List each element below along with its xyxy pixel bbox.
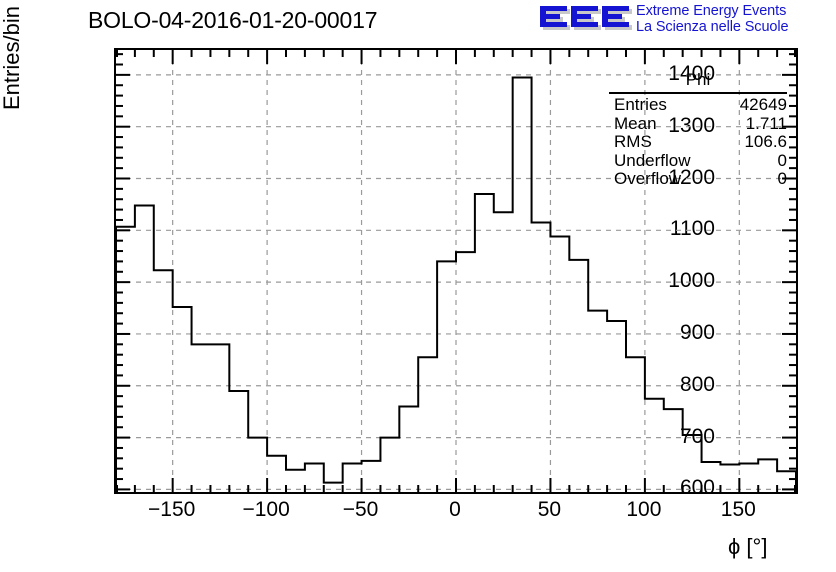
stats-row-key: Underflow xyxy=(614,150,691,170)
stats-rows: Entries 42649 Mean 1.711 RMS 106.6 Underflow 0 O… xyxy=(601,95,795,189)
stats-row-key: Overflow xyxy=(614,169,682,188)
eee-logo: Extreme Energy Events La Scienza nelle S… xyxy=(538,2,834,36)
x-tick-label: 150 xyxy=(720,498,756,521)
stats-box: Phi Entries 42649 Mean 1.711 RMS 106.6 Underfl… xyxy=(601,70,795,188)
stats-row-value: 106.6 xyxy=(744,132,787,151)
y-tick-label: 1200 xyxy=(668,165,715,189)
x-tick-label: 0 xyxy=(449,498,461,521)
x-tick-label: −150 xyxy=(148,498,196,521)
stats-row-value: 0 xyxy=(777,169,787,188)
stats-row-key: RMS xyxy=(614,132,652,151)
stats-divider xyxy=(609,92,787,94)
stats-row: Entries 42649 xyxy=(601,95,795,115)
y-axis-title: Entries/bin xyxy=(0,6,24,110)
y-tick-label: 1300 xyxy=(668,113,715,137)
page-title: BOLO-04-2016-01-20-00017 xyxy=(88,7,378,33)
stats-title: Phi xyxy=(685,70,711,89)
plot-frame xyxy=(114,48,798,494)
y-tick-label: 1000 xyxy=(668,269,715,293)
stats-row-value: 1.711 xyxy=(745,113,787,133)
eee-logo-line2: La Scienza nelle Scuole xyxy=(636,19,789,35)
stats-row-value: 42649 xyxy=(739,95,787,114)
plot-area xyxy=(116,50,796,492)
stats-row-key: Entries xyxy=(614,95,667,114)
eee-logo-text: Extreme Energy Events La Scienza nelle S… xyxy=(636,3,789,35)
stats-row: Mean 1.711 xyxy=(601,113,795,134)
y-tick-label: 900 xyxy=(679,320,715,344)
x-tick-label: 100 xyxy=(626,498,662,521)
eee-logo-line1: Extreme Energy Events xyxy=(636,3,787,19)
x-tick-label: −100 xyxy=(242,498,290,521)
stats-row-value: 0 xyxy=(777,150,787,170)
axis-ticks xyxy=(116,50,796,492)
y-tick-label: 700 xyxy=(679,424,715,448)
stats-row: Overflow 0 xyxy=(601,169,795,189)
histogram-outline xyxy=(116,76,796,492)
x-tick-label: 50 xyxy=(537,498,562,521)
y-tick-label: 800 xyxy=(679,372,715,396)
y-tick-label: 1100 xyxy=(669,217,715,241)
stats-row-key: Mean xyxy=(614,113,657,133)
histogram-plot xyxy=(116,50,796,492)
eee-logo-mark xyxy=(540,6,632,30)
y-tick-label: 1400 xyxy=(668,61,715,85)
stats-row: Underflow 0 xyxy=(601,150,795,171)
stats-row: RMS 106.6 xyxy=(601,132,795,152)
x-tick-label: −50 xyxy=(342,498,379,521)
x-axis-title: ϕ [°] xyxy=(728,534,768,559)
